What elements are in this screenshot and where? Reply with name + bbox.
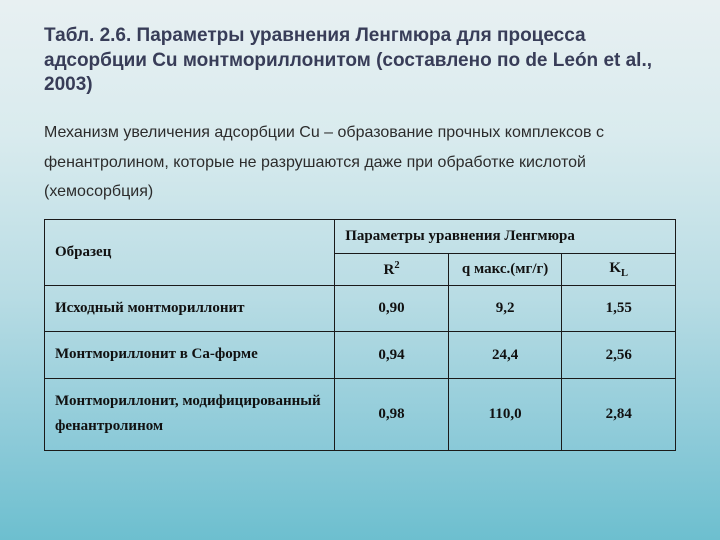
cell-r2: 0,98	[335, 378, 449, 450]
cell-qmax: 9,2	[448, 285, 562, 332]
cell-qmax: 110,0	[448, 378, 562, 450]
cell-kl: 2,56	[562, 332, 676, 379]
cell-qmax: 24,4	[448, 332, 562, 379]
col-header-kl: KL	[562, 253, 676, 285]
row-label: Монтмориллонит, модифицированный фенантр…	[45, 378, 335, 450]
table-row: Монтмориллонит в Са-форме 0,94 24,4 2,56	[45, 332, 676, 379]
col-header-qmax: q макс.(мг/г)	[448, 253, 562, 285]
row-label: Монтмориллонит в Са-форме	[45, 332, 335, 379]
table-row: Монтмориллонит, модифицированный фенантр…	[45, 378, 676, 450]
cell-kl: 1,55	[562, 285, 676, 332]
cell-kl: 2,84	[562, 378, 676, 450]
col-header-sample: Образец	[45, 219, 335, 285]
col-header-params: Параметры уравнения Ленгмюра	[335, 219, 676, 253]
col-header-r2: R2	[335, 253, 449, 285]
table-header-row: Образец Параметры уравнения Ленгмюра	[45, 219, 676, 253]
row-label: Исходный монтмориллонит	[45, 285, 335, 332]
cell-r2: 0,94	[335, 332, 449, 379]
description-paragraph: Механизм увеличения адсорбции Cu – образ…	[44, 118, 676, 207]
cell-r2: 0,90	[335, 285, 449, 332]
table-row: Исходный монтмориллонит 0,90 9,2 1,55	[45, 285, 676, 332]
table-title: Табл. 2.6. Параметры уравнения Ленгмюра …	[44, 24, 676, 98]
data-table: Образец Параметры уравнения Ленгмюра R2 …	[44, 219, 676, 451]
